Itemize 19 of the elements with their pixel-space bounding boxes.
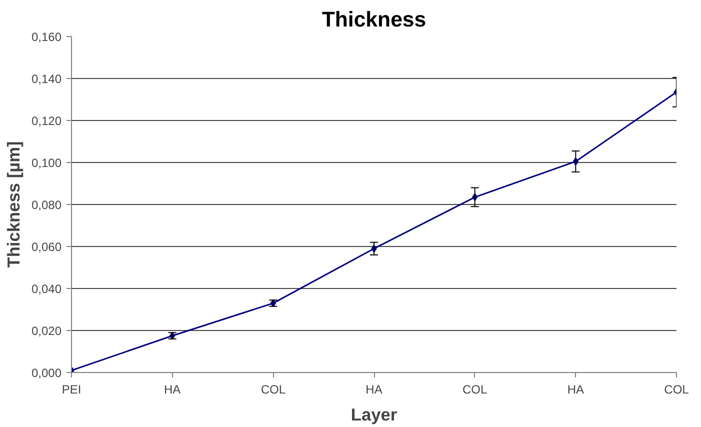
y-tick-label: 0,060 (31, 240, 62, 254)
x-tick-label: COL (664, 382, 690, 396)
y-tick-label: 0,020 (31, 324, 62, 338)
y-tick-label: 0,160 (31, 30, 62, 44)
x-tick-label: HA (567, 382, 584, 396)
chart-title: Thickness (322, 8, 426, 32)
x-tick-label: HA (366, 382, 382, 396)
y-tick-label: 0,120 (31, 114, 62, 128)
x-tick-label: PEI (62, 382, 82, 396)
y-tick-label: 0,100 (31, 156, 62, 170)
x-tick-label: HA (164, 382, 181, 396)
x-tick-label: COL (462, 382, 488, 396)
x-tick-label: COL (260, 382, 286, 396)
y-tick-label: 0,080 (31, 198, 62, 212)
x-axis-title: Layer (350, 404, 398, 424)
y-tick-label: 0,040 (31, 282, 62, 296)
y-tick-label: 0,000 (31, 366, 62, 380)
y-axis-title: Thickness [µm] (3, 141, 24, 268)
y-tick-label: 0,140 (31, 72, 62, 86)
